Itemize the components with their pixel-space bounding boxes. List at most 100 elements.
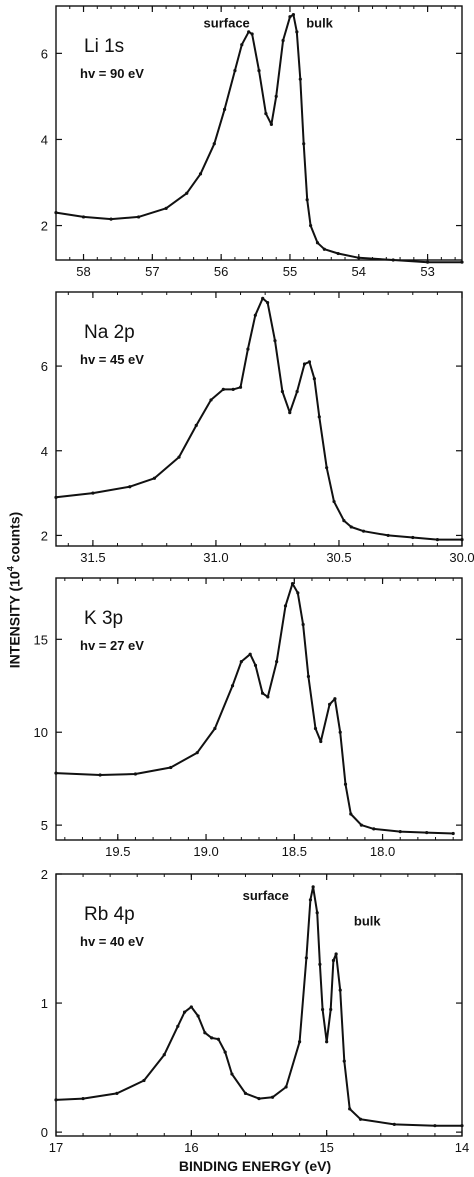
data-point: [177, 455, 181, 459]
annotation-label: surface: [204, 16, 250, 31]
data-point: [359, 823, 363, 827]
data-point: [288, 411, 292, 415]
data-point: [315, 241, 320, 245]
data-point: [136, 215, 141, 219]
data-point: [243, 1091, 248, 1096]
data-point: [248, 652, 252, 656]
data-point: [425, 830, 429, 835]
y-tick-label: 2: [41, 867, 48, 882]
data-point: [198, 172, 203, 176]
data-point: [54, 1098, 58, 1102]
data-point: [343, 782, 348, 786]
plot-frame: [55, 291, 463, 547]
data-point: [283, 604, 288, 608]
data-point: [240, 43, 244, 47]
data-point: [260, 691, 265, 695]
data-point: [460, 1124, 464, 1128]
data-point: [210, 1036, 214, 1040]
data-point: [257, 68, 261, 73]
data-point: [213, 726, 217, 731]
x-tick-label: 55: [283, 264, 297, 279]
x-tick-label: 14: [455, 1140, 469, 1155]
data-point: [233, 68, 237, 73]
x-tick-label: 57: [145, 264, 159, 279]
data-point: [269, 122, 273, 126]
panel-2: 31.5 31.0 30.5 30.0 2 4 6 Na 2p hv = 45 eV: [41, 291, 474, 565]
x-tick-label: 30.5: [326, 550, 351, 565]
x-tick-label: 19.5: [105, 844, 130, 859]
data-point: [209, 398, 213, 402]
data-point: [342, 519, 346, 523]
data-point: [308, 898, 313, 902]
data-point: [222, 107, 227, 111]
spectrum-line: [55, 582, 455, 835]
data-point: [194, 423, 198, 427]
data-point: [230, 684, 235, 688]
data-point: [81, 1096, 85, 1101]
data-point: [425, 260, 430, 264]
data-point: [266, 300, 270, 305]
data-point: [338, 988, 342, 992]
data-point: [169, 765, 173, 770]
x-tick-label: 19.0: [193, 844, 218, 859]
data-point: [411, 535, 415, 540]
data-point: [291, 13, 296, 17]
y-tick-label: 6: [41, 46, 48, 61]
panel-title: Rb 4p: [84, 904, 135, 925]
data-point: [325, 466, 329, 470]
data-point: [318, 962, 322, 966]
panel-subtitle: hv = 90 eV: [80, 66, 144, 81]
y-axis-label-exponent: 4: [5, 566, 16, 572]
panel-subtitle: hv = 45 eV: [80, 352, 144, 367]
y-tick-label: 1: [41, 996, 48, 1011]
data-point: [386, 533, 390, 538]
data-point: [274, 94, 278, 99]
data-point: [321, 1007, 325, 1012]
x-tick-label: 18.5: [282, 844, 307, 859]
data-point: [261, 296, 265, 300]
data-point: [398, 830, 402, 834]
data-point: [307, 360, 312, 364]
data-point: [325, 1040, 329, 1044]
data-point: [302, 142, 306, 146]
x-tick-label: 15: [319, 1140, 333, 1155]
data-point: [349, 525, 353, 529]
annotation-label: bulk: [306, 16, 333, 31]
data-point: [460, 260, 464, 264]
data-point: [301, 622, 305, 627]
data-point: [253, 663, 258, 667]
data-point: [338, 730, 342, 734]
annotation-label: bulk: [354, 914, 381, 929]
data-point: [230, 1072, 234, 1076]
data-point: [348, 1107, 352, 1111]
plot-frame: [55, 873, 463, 1137]
data-point: [315, 911, 319, 915]
data-point: [216, 1037, 220, 1041]
data-point: [231, 387, 235, 391]
data-point: [164, 206, 168, 210]
data-point: [253, 313, 257, 317]
data-point: [304, 956, 308, 960]
y-tick-label: 15: [34, 632, 48, 647]
data-point: [302, 362, 307, 366]
data-point: [266, 695, 270, 699]
y-tick-label: 2: [41, 528, 48, 543]
data-point: [238, 385, 243, 389]
data-point: [128, 485, 132, 489]
panel-4: 17 16 15 14 0 1 2 Rb 4p hv = 40 eV surface bulk: [41, 867, 469, 1155]
data-point: [361, 529, 366, 533]
data-point: [152, 476, 157, 480]
data-point: [311, 885, 315, 889]
data-point: [433, 1124, 437, 1128]
data-point: [312, 377, 316, 381]
data-point: [280, 389, 284, 394]
data-point: [162, 1053, 166, 1057]
data-point: [349, 812, 353, 816]
plot-frame: [55, 5, 463, 261]
panel-title: K 3p: [84, 608, 123, 629]
data-point: [357, 256, 361, 260]
y-tick-label: 10: [34, 725, 48, 740]
y-axis-label-prefix: INTENSITY (10: [6, 571, 23, 669]
data-point: [305, 198, 309, 202]
